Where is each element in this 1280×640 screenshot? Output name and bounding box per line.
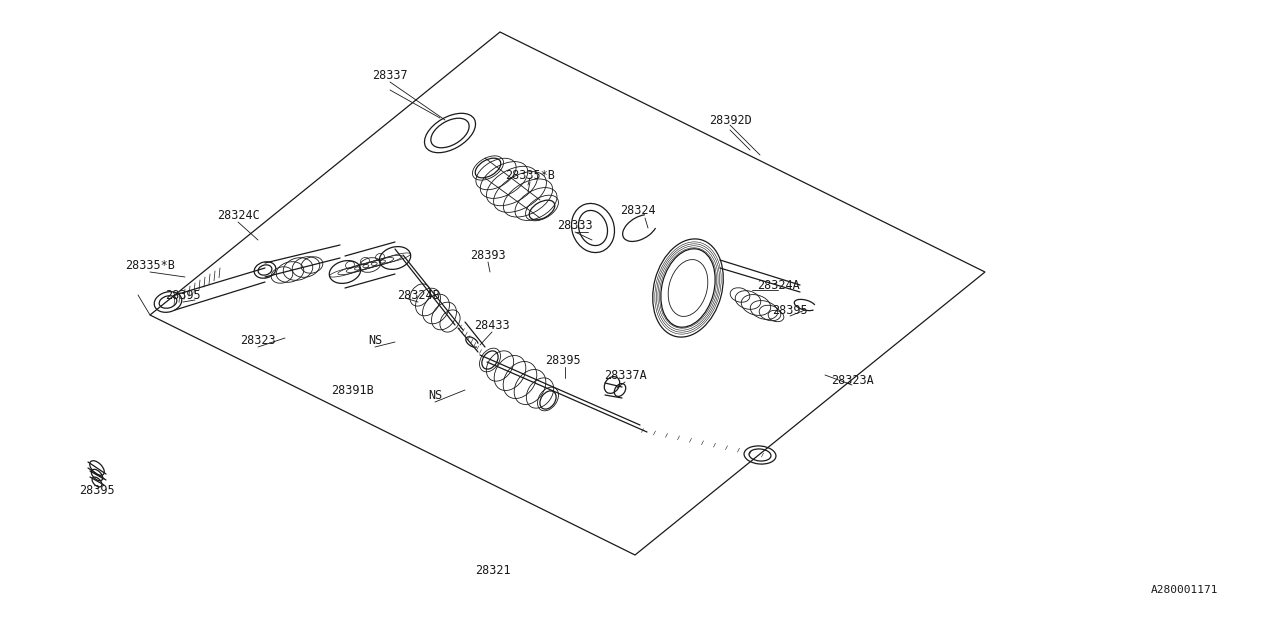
Text: 28393: 28393 bbox=[470, 248, 506, 262]
Text: 28395: 28395 bbox=[79, 483, 115, 497]
Text: 28323A: 28323A bbox=[831, 374, 873, 387]
Text: 28433: 28433 bbox=[474, 319, 509, 332]
Text: NS: NS bbox=[367, 333, 383, 346]
Text: 28323: 28323 bbox=[241, 333, 275, 346]
Text: 28337A: 28337A bbox=[604, 369, 646, 381]
Text: 28324C: 28324C bbox=[216, 209, 260, 221]
Text: A280001171: A280001171 bbox=[1151, 585, 1219, 595]
Text: 28333: 28333 bbox=[557, 218, 593, 232]
Text: 28324A: 28324A bbox=[756, 278, 800, 291]
Text: NS: NS bbox=[428, 388, 442, 401]
Text: 28321: 28321 bbox=[475, 563, 511, 577]
Text: 28335*B: 28335*B bbox=[125, 259, 175, 271]
Text: 28395: 28395 bbox=[165, 289, 201, 301]
Text: 28395: 28395 bbox=[772, 303, 808, 317]
Text: 28335*B: 28335*B bbox=[506, 168, 556, 182]
Text: 28391B: 28391B bbox=[330, 383, 374, 397]
Text: 28337: 28337 bbox=[372, 68, 408, 81]
Text: 28324B: 28324B bbox=[397, 289, 439, 301]
Text: 28395: 28395 bbox=[545, 353, 581, 367]
Text: 28324: 28324 bbox=[621, 204, 655, 216]
Text: 28392D: 28392D bbox=[709, 113, 751, 127]
